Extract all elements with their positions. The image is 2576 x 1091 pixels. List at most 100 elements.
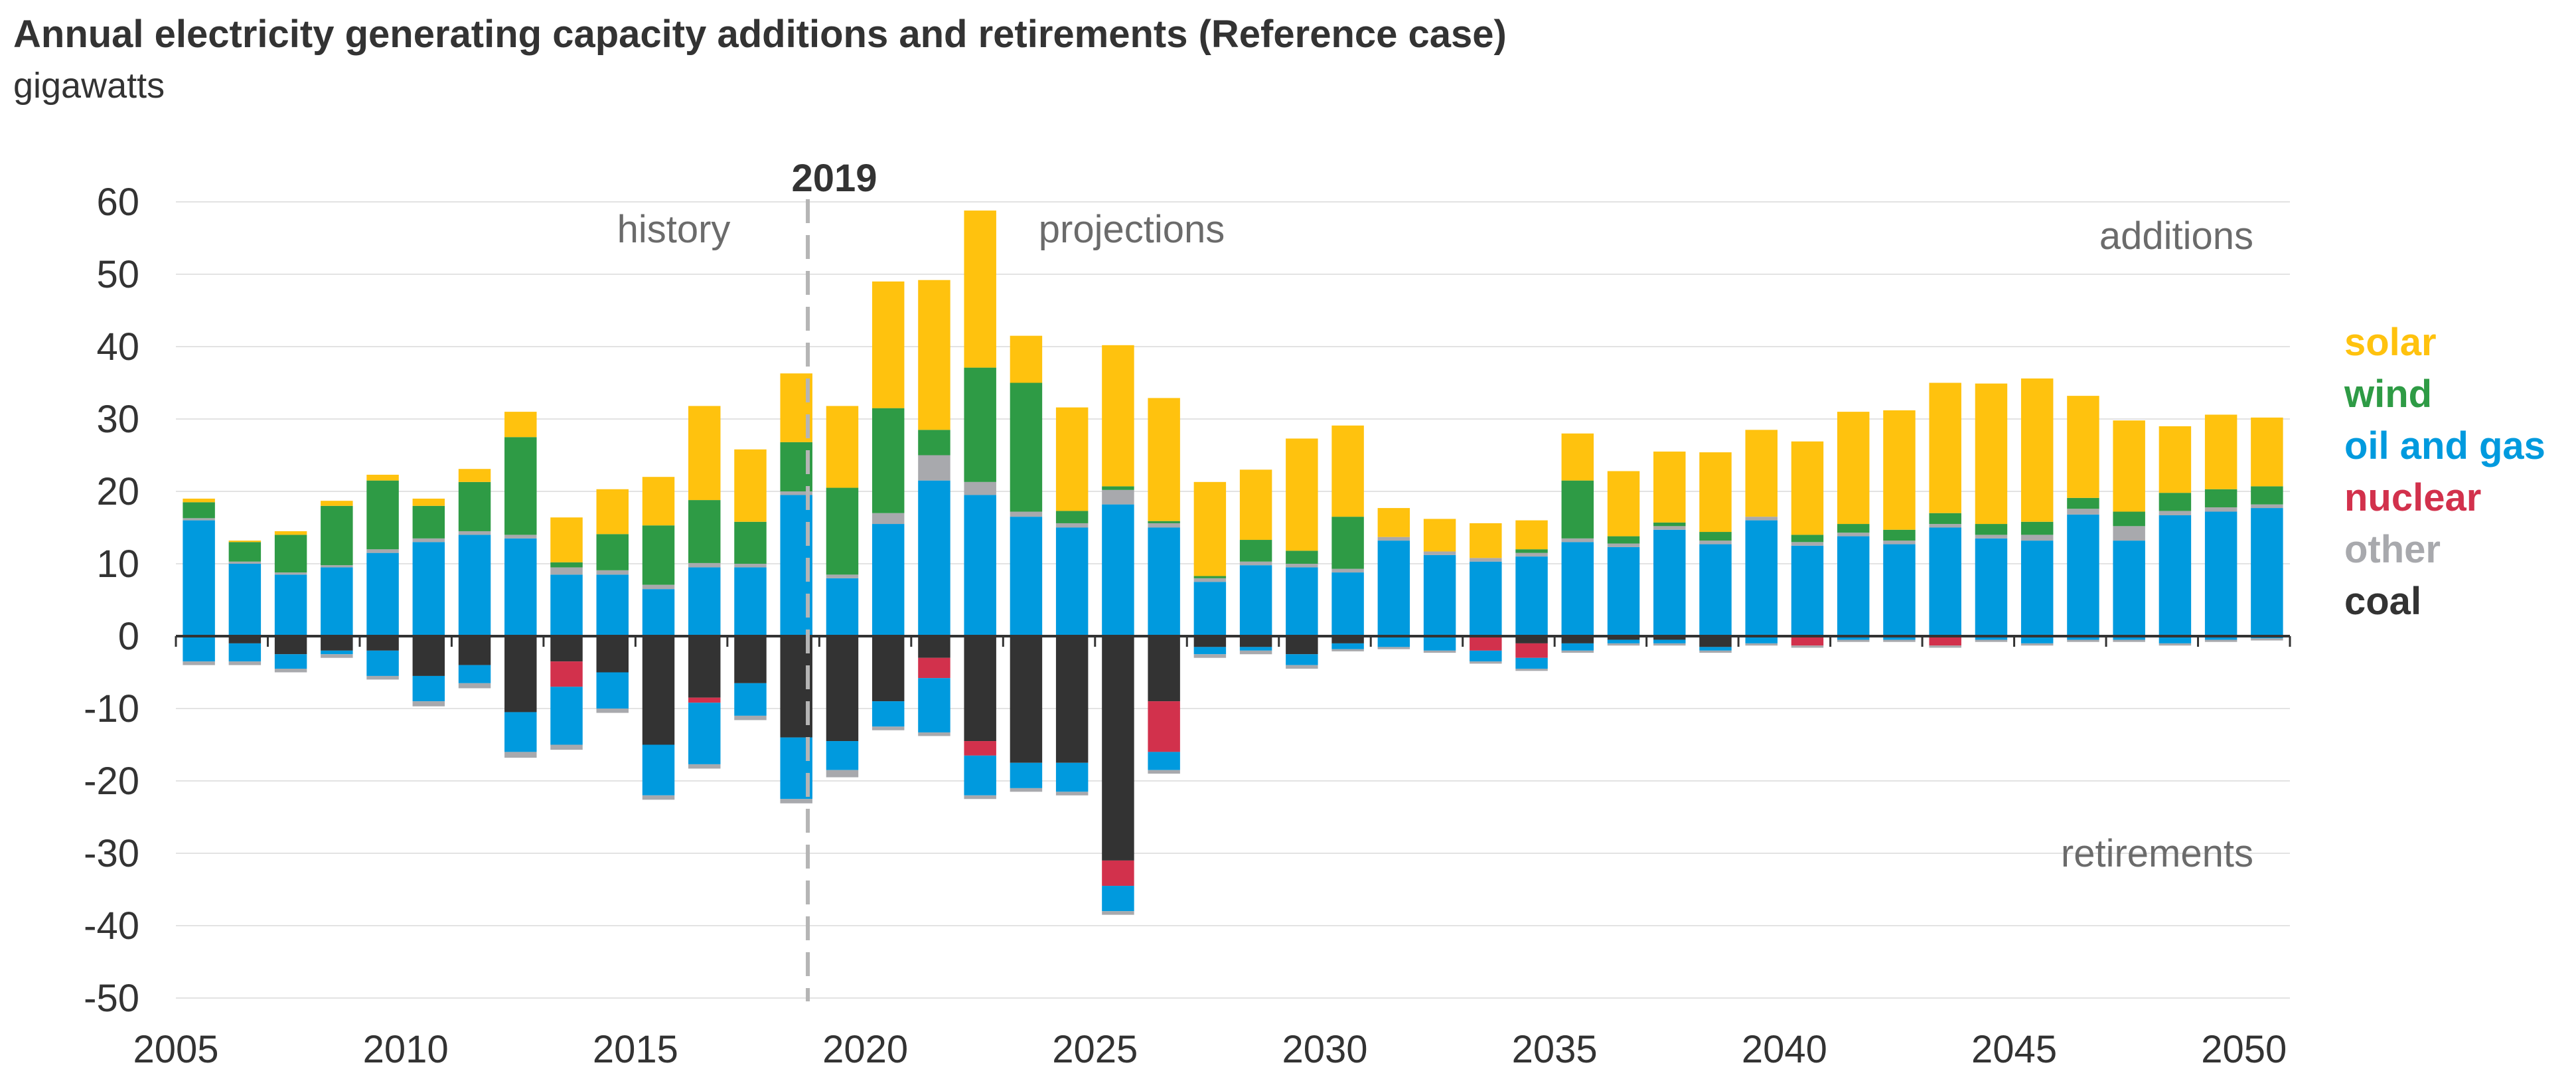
bar-retire-other-2015 xyxy=(642,795,675,800)
bar-oil-and-gas-2041 xyxy=(1837,536,1870,636)
retirements-label: retirements xyxy=(2061,832,2253,875)
divider-year-label: 2019 xyxy=(791,157,877,200)
y-tick-label: 20 xyxy=(96,470,139,513)
bar-retire-other-2035 xyxy=(1561,650,1594,653)
bar-other-2008 xyxy=(321,565,353,568)
bar-retire-coal-2021 xyxy=(918,636,950,658)
bar-wind-2025 xyxy=(1102,486,1134,490)
bar-retire-other-2050 xyxy=(2251,638,2283,641)
bar-retire-oil-and-gas-2020 xyxy=(871,701,905,727)
bar-retire-other-2036 xyxy=(1607,643,1640,646)
bar-solar-2013 xyxy=(550,517,583,562)
bar-other-2023 xyxy=(1010,511,1043,517)
bar-wind-2042 xyxy=(1883,529,1916,541)
bar-retire-oil-and-gas-2023 xyxy=(1010,762,1043,788)
bar-retire-coal-2010 xyxy=(412,636,445,676)
bar-retire-oil-and-gas-2005 xyxy=(183,636,215,662)
bar-oil-and-gas-2012 xyxy=(504,538,537,636)
bar-wind-2044 xyxy=(1975,524,2008,535)
bar-solar-2014 xyxy=(596,489,629,535)
x-tick-label: 2020 xyxy=(822,1028,908,1071)
legend: solar wind oil and gas nuclear other coal xyxy=(2344,321,2545,623)
bar-retire-other-2034 xyxy=(1515,669,1548,671)
bar-solar-2044 xyxy=(1975,383,2008,525)
bar-other-2020 xyxy=(871,513,905,525)
bar-wind-2029 xyxy=(1286,550,1318,564)
bar-retire-oil-and-gas-2046 xyxy=(2067,636,2099,640)
bar-retire-other-2011 xyxy=(458,683,491,689)
bar-retire-other-2009 xyxy=(366,675,399,680)
bar-wind-2006 xyxy=(228,542,262,562)
bar-solar-2046 xyxy=(2067,396,2099,498)
bar-wind-2035 xyxy=(1561,480,1594,539)
bar-other-2021 xyxy=(918,455,950,481)
bar-retire-oil-and-gas-2030 xyxy=(1331,643,1364,649)
bar-solar-2010 xyxy=(412,498,445,506)
bar-retire-nuclear-2034 xyxy=(1515,643,1548,658)
bar-retire-oil-and-gas-2029 xyxy=(1286,654,1318,665)
bar-oil-and-gas-2021 xyxy=(918,480,950,636)
bar-other-2039 xyxy=(1745,517,1778,521)
bars xyxy=(183,210,2283,915)
bar-other-2013 xyxy=(550,567,583,575)
bar-wind-2009 xyxy=(366,480,399,550)
bar-retire-oil-and-gas-2010 xyxy=(412,675,445,702)
bar-other-2034 xyxy=(1515,552,1548,557)
bar-solar-2034 xyxy=(1515,520,1548,550)
bar-retire-oil-and-gas-2037 xyxy=(1653,639,1686,643)
bar-wind-2034 xyxy=(1515,549,1548,553)
gridlines xyxy=(176,201,2290,999)
bar-retire-oil-and-gas-2047 xyxy=(2113,636,2145,640)
bar-retire-coal-2023 xyxy=(1010,636,1043,763)
bar-retire-other-2028 xyxy=(1239,650,1272,655)
bar-oil-and-gas-2050 xyxy=(2251,508,2283,636)
y-tick-label: 50 xyxy=(96,253,139,296)
bar-oil-and-gas-2032 xyxy=(1423,554,1456,636)
bar-retire-nuclear-2026 xyxy=(1148,701,1180,752)
x-tick-label: 2025 xyxy=(1052,1028,1138,1071)
bar-oil-and-gas-2038 xyxy=(1699,544,1732,636)
bar-retire-coal-2009 xyxy=(366,636,399,651)
legend-wind: wind xyxy=(2344,373,2432,416)
bar-other-2038 xyxy=(1699,541,1732,545)
bar-retire-coal-2027 xyxy=(1193,636,1227,647)
bar-retire-other-2048 xyxy=(2159,643,2192,646)
bar-retire-other-2043 xyxy=(1929,645,1961,648)
bar-other-2030 xyxy=(1331,568,1364,573)
bar-retire-coal-2019 xyxy=(826,636,859,742)
bar-solar-2006 xyxy=(228,541,262,543)
bar-retire-oil-and-gas-2021 xyxy=(918,678,950,732)
bar-retire-other-2031 xyxy=(1377,647,1410,649)
bar-other-2007 xyxy=(274,572,307,575)
bar-wind-2048 xyxy=(2159,493,2192,511)
y-tick-label: 30 xyxy=(96,398,139,441)
bar-retire-other-2020 xyxy=(871,726,905,730)
bar-solar-2017 xyxy=(734,449,767,522)
bar-retire-other-2047 xyxy=(2113,639,2145,642)
bar-solar-2021 xyxy=(918,280,950,430)
bar-oil-and-gas-2040 xyxy=(1791,545,1824,636)
bar-oil-and-gas-2046 xyxy=(2067,514,2099,636)
bar-wind-2036 xyxy=(1607,536,1640,544)
legend-nuclear: nuclear xyxy=(2344,476,2481,519)
bar-other-2015 xyxy=(642,584,675,590)
bar-solar-2032 xyxy=(1423,519,1456,552)
bar-retire-coal-2017 xyxy=(734,636,767,683)
bar-wind-2005 xyxy=(183,502,215,519)
bar-other-2017 xyxy=(734,564,767,568)
bar-solar-2031 xyxy=(1377,508,1410,537)
bar-retire-coal-2014 xyxy=(596,636,629,673)
y-tick-label: -50 xyxy=(84,977,139,1020)
bar-retire-oil-and-gas-2033 xyxy=(1470,650,1502,662)
bar-retire-other-2026 xyxy=(1148,770,1180,774)
bar-oil-and-gas-2015 xyxy=(642,589,675,636)
bar-wind-2043 xyxy=(1929,513,1961,525)
bar-retire-nuclear-2043 xyxy=(1929,636,1961,646)
y-tick-label: 10 xyxy=(96,543,139,586)
bar-solar-2039 xyxy=(1745,430,1778,517)
bar-oil-and-gas-2025 xyxy=(1102,504,1134,636)
bar-other-2016 xyxy=(688,562,721,568)
bar-retire-other-2040 xyxy=(1791,645,1824,648)
bar-retire-other-2039 xyxy=(1745,643,1778,646)
bar-retire-oil-and-gas-2019 xyxy=(826,741,859,770)
